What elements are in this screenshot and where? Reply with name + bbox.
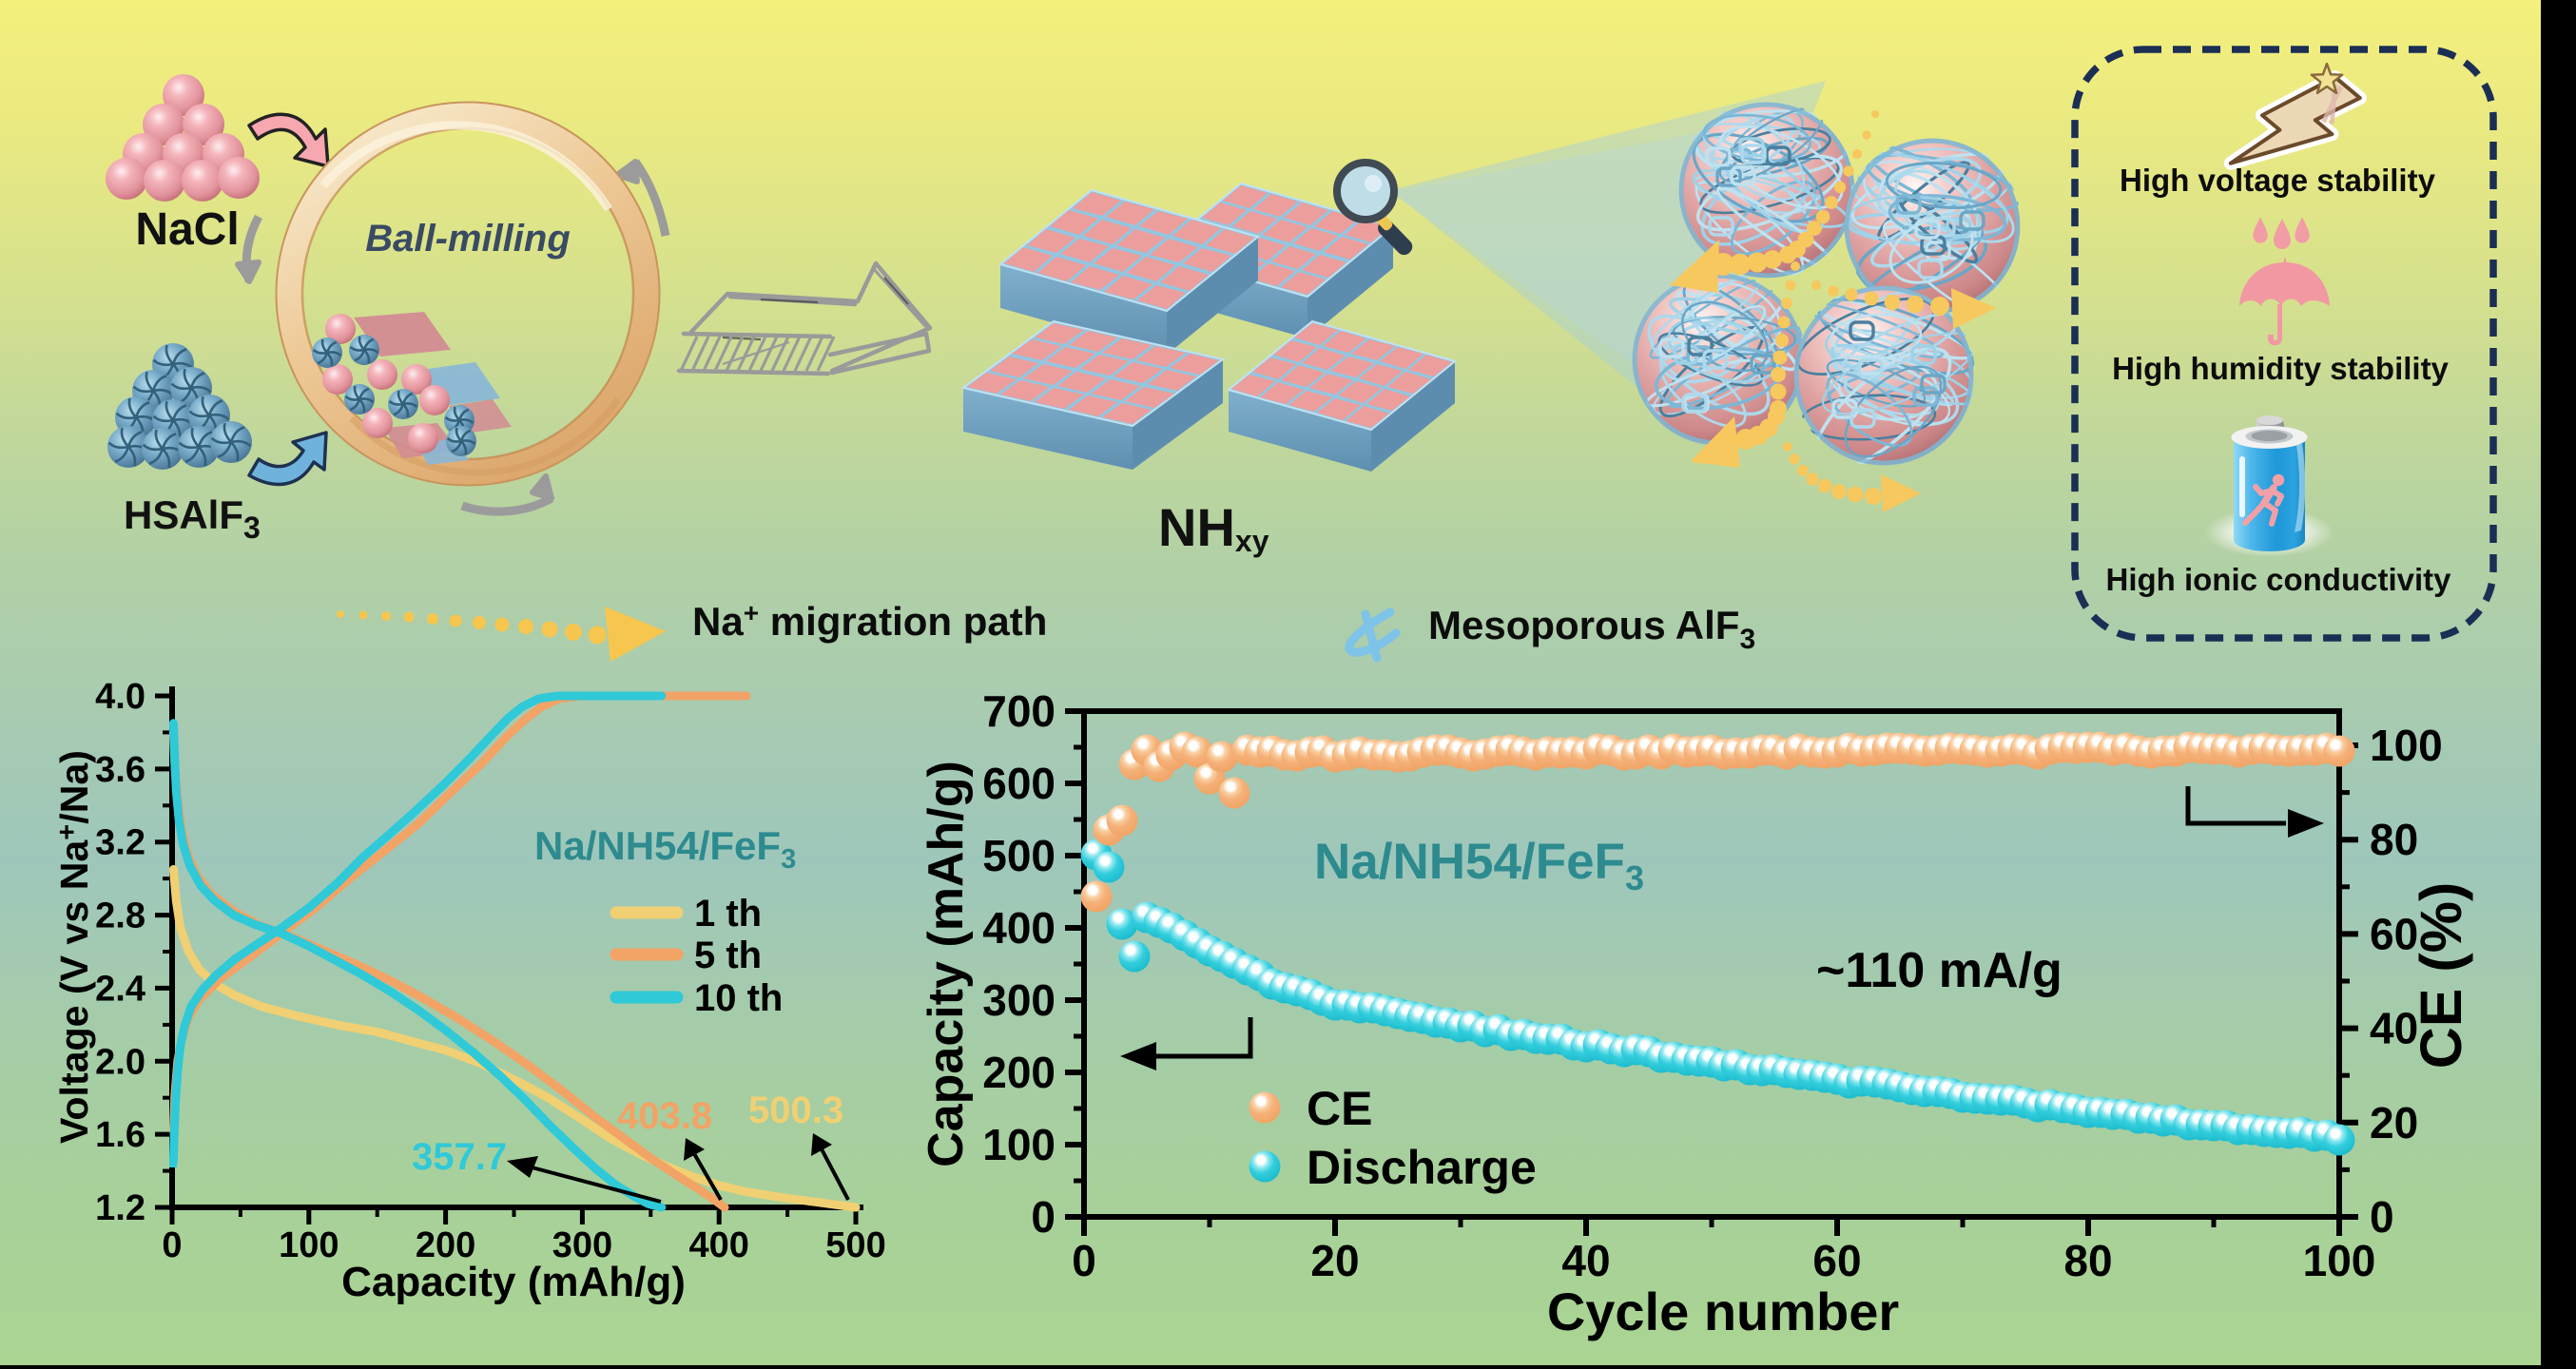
- svg-text:NaCl: NaCl: [135, 204, 239, 255]
- svg-text:3.6: 3.6: [95, 750, 145, 790]
- svg-text:0: 0: [1031, 1192, 1056, 1242]
- svg-text:500.3: 500.3: [748, 1089, 843, 1131]
- svg-text:1.2: 1.2: [95, 1188, 145, 1228]
- svg-text:500: 500: [825, 1225, 885, 1265]
- svg-text:60: 60: [1812, 1236, 1861, 1285]
- svg-text:10 th: 10 th: [694, 977, 783, 1019]
- svg-text:403.8: 403.8: [617, 1095, 712, 1137]
- svg-text:100: 100: [2370, 721, 2443, 770]
- svg-text:100: 100: [982, 1120, 1056, 1169]
- svg-text:1.6: 1.6: [95, 1115, 145, 1155]
- svg-text:0: 0: [2370, 1192, 2394, 1242]
- svg-text:0: 0: [162, 1225, 182, 1265]
- svg-text:200: 200: [982, 1048, 1056, 1097]
- svg-text:Na/NH54/FeF3: Na/NH54/FeF3: [1314, 834, 1644, 897]
- svg-text:100: 100: [279, 1225, 339, 1265]
- svg-text:High ionic conductivity: High ionic conductivity: [2105, 562, 2451, 597]
- svg-text:Cycle number: Cycle number: [1547, 1282, 1899, 1341]
- svg-text:40: 40: [1561, 1236, 1610, 1285]
- svg-text:0: 0: [1072, 1236, 1096, 1285]
- svg-text:600: 600: [982, 759, 1056, 808]
- svg-text:700: 700: [982, 686, 1056, 736]
- svg-text:Ball-milling: Ball-milling: [365, 218, 571, 260]
- svg-text:Capacity (mAh/g): Capacity (mAh/g): [919, 761, 974, 1167]
- svg-text:40: 40: [2370, 1004, 2418, 1053]
- svg-text:Mesoporous AlF3: Mesoporous AlF3: [1428, 603, 1755, 655]
- svg-text:~110 mA/g: ~110 mA/g: [1816, 943, 2063, 998]
- svg-text:300: 300: [552, 1225, 612, 1265]
- svg-text:300: 300: [982, 975, 1056, 1025]
- svg-text:Na+ migration path: Na+ migration path: [692, 598, 1047, 644]
- svg-text:400: 400: [982, 903, 1056, 953]
- svg-text:1 th: 1 th: [694, 893, 762, 935]
- svg-text:5 th: 5 th: [694, 935, 762, 976]
- svg-text:3.2: 3.2: [95, 823, 145, 863]
- svg-text:2.8: 2.8: [95, 897, 145, 936]
- svg-text:80: 80: [2063, 1236, 2112, 1285]
- svg-text:357.7: 357.7: [412, 1136, 507, 1178]
- svg-text:Na/NH54/FeF3: Na/NH54/FeF3: [534, 823, 796, 875]
- svg-text:Voltage (V vs Na+/Na): Voltage (V vs Na+/Na): [52, 750, 96, 1144]
- svg-text:20: 20: [2370, 1098, 2418, 1147]
- svg-text:HSAlF3: HSAlF3: [124, 492, 261, 545]
- svg-text:Capacity (mAh/g): Capacity (mAh/g): [341, 1259, 686, 1305]
- svg-text:2.4: 2.4: [95, 969, 145, 1009]
- svg-text:CE (%): CE (%): [2409, 882, 2473, 1070]
- svg-text:400: 400: [688, 1225, 748, 1265]
- svg-text:200: 200: [416, 1225, 475, 1265]
- svg-text:80: 80: [2370, 815, 2418, 864]
- svg-text:4.0: 4.0: [95, 677, 145, 717]
- svg-text:20: 20: [1310, 1236, 1359, 1285]
- svg-text:Discharge: Discharge: [1307, 1141, 1537, 1194]
- svg-text:CE: CE: [1307, 1082, 1372, 1135]
- svg-text:2.0: 2.0: [95, 1042, 145, 1082]
- svg-text:500: 500: [982, 831, 1056, 880]
- svg-text:60: 60: [2370, 909, 2418, 958]
- svg-text:100: 100: [2303, 1236, 2376, 1285]
- svg-text:High voltage stability: High voltage stability: [2120, 163, 2436, 198]
- svg-text:High humidity stability: High humidity stability: [2112, 351, 2449, 386]
